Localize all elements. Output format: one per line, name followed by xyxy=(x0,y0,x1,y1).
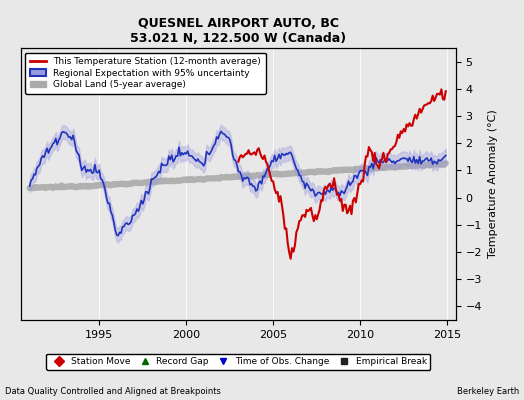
Y-axis label: Temperature Anomaly (°C): Temperature Anomaly (°C) xyxy=(488,110,498,258)
Title: QUESNEL AIRPORT AUTO, BC
53.021 N, 122.500 W (Canada): QUESNEL AIRPORT AUTO, BC 53.021 N, 122.5… xyxy=(130,18,346,46)
Legend: Station Move, Record Gap, Time of Obs. Change, Empirical Break: Station Move, Record Gap, Time of Obs. C… xyxy=(47,354,430,370)
Text: Berkeley Earth: Berkeley Earth xyxy=(456,387,519,396)
Text: Data Quality Controlled and Aligned at Breakpoints: Data Quality Controlled and Aligned at B… xyxy=(5,387,221,396)
